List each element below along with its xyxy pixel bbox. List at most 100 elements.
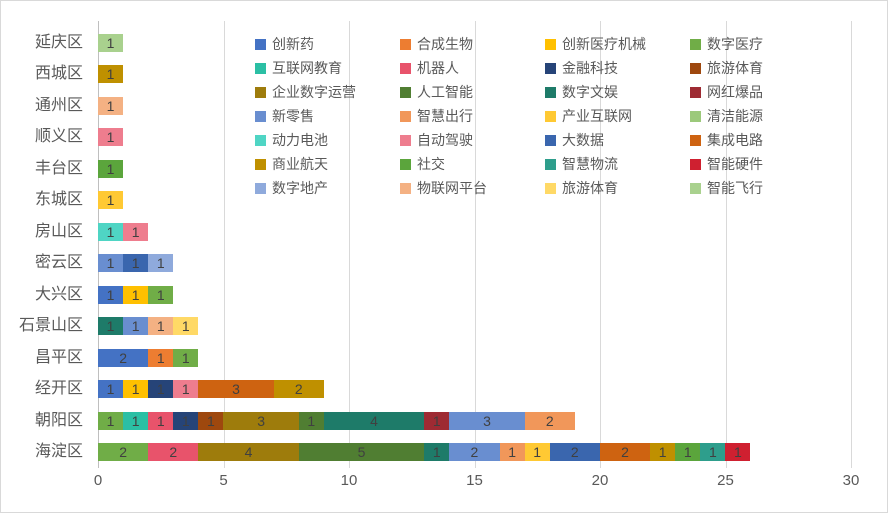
bar-segment: 1 (123, 317, 149, 336)
legend-swatch-icon (690, 38, 701, 50)
segment-value-label: 2 (621, 444, 629, 461)
legend-swatch-icon (400, 134, 411, 146)
district-label: 海淀区 (34, 443, 83, 461)
district-label: 西城区 (34, 65, 83, 83)
bar-segment: 3 (449, 411, 525, 430)
bar-segment: 2 (524, 411, 575, 430)
segment-value-label: 1 (131, 255, 140, 272)
legend-item: 社交 (400, 154, 545, 174)
legend-label: 物联网平台 (417, 180, 487, 196)
segment-value-label: 1 (106, 381, 115, 398)
bar-segment: 1 (148, 348, 174, 367)
legend-label: 新零售 (272, 108, 314, 124)
bar-segment: 4 (323, 411, 425, 430)
bar-segment: 1 (98, 285, 124, 304)
segment-value-label: 4 (370, 412, 378, 429)
legend-swatch-icon (400, 110, 411, 122)
legend-item: 新零售 (255, 106, 400, 126)
legend-label: 金融科技 (562, 60, 618, 76)
x-tick-label: 20 (591, 472, 609, 489)
segment-value-label: 1 (181, 381, 190, 398)
legend-label: 产业互联网 (562, 108, 632, 124)
legend-label: 动力电池 (272, 132, 328, 148)
bar-segment: 1 (198, 411, 224, 430)
category-axis-labels: 延庆区 西城区 通州区 顺义区 丰台区 东城区 房山区 密云区 大兴区 石景山区 昌平区 经开区 朝阳区… (1, 27, 91, 468)
legend-swatch-icon (545, 86, 556, 98)
gridline (600, 21, 601, 468)
segment-value-label: 4 (244, 444, 253, 461)
segment-value-label: 5 (357, 444, 366, 461)
legend-item: 网红爆品 (690, 82, 835, 102)
legend-swatch-icon (255, 110, 266, 122)
legend-swatch-icon (255, 182, 266, 194)
bar-row: 1 (98, 96, 851, 115)
legend-label: 创新药 (272, 36, 314, 52)
legend-item: 集成电路 (690, 130, 835, 150)
bar-row: 1 (98, 128, 851, 147)
bar-segment: 1 (98, 33, 124, 52)
bar-segment: 1 (98, 191, 124, 210)
segment-value-label: 1 (734, 444, 742, 461)
legend-swatch-icon (255, 62, 266, 74)
legend-item: 自动驾驶 (400, 130, 545, 150)
legend-swatch-icon (690, 86, 701, 98)
segment-value-label: 2 (545, 412, 554, 429)
bar-segment: 1 (173, 411, 199, 430)
bar-row: 1 (98, 191, 851, 210)
legend-label: 企业数字运营 (272, 84, 356, 100)
segment-value-label: 1 (181, 318, 190, 335)
district-label: 通州区 (34, 96, 83, 114)
legend-label: 网红爆品 (707, 84, 763, 100)
legend-label: 智慧出行 (417, 108, 473, 124)
legend-swatch-icon (690, 134, 701, 146)
segment-value-label: 1 (181, 349, 190, 366)
legend-item: 物联网平台 (400, 178, 545, 198)
segment-value-label: 1 (432, 412, 441, 429)
category-axis-line (98, 21, 99, 468)
legend-swatch-icon (400, 86, 411, 98)
legend-item: 数字医疗 (690, 34, 835, 54)
segment-value-label: 2 (294, 381, 303, 398)
gridline (725, 21, 727, 468)
bar-segment: 1 (148, 317, 174, 336)
segment-value-label: 1 (131, 223, 140, 240)
district-label: 东城区 (34, 191, 83, 209)
bar-segment: 1 (123, 254, 149, 273)
bar-segment: 2 (599, 443, 651, 462)
legend-item: 智慧出行 (400, 106, 545, 126)
bar-segment: 1 (123, 222, 149, 241)
bar-segment: 1 (650, 443, 676, 462)
legend-item: 智慧物流 (545, 154, 690, 174)
segment-value-label: 1 (106, 66, 115, 83)
segment-value-label: 1 (432, 444, 441, 461)
segment-value-label: 2 (570, 444, 579, 461)
bar-segment: 3 (198, 380, 274, 399)
district-label: 密云区 (34, 254, 83, 272)
segment-value-label: 1 (708, 444, 717, 461)
legend-swatch-icon (255, 38, 266, 50)
legend-swatch-icon (690, 182, 701, 194)
bar-row: 1 (98, 33, 851, 52)
segment-value-label: 1 (156, 412, 165, 429)
bar-segment: 1 (173, 348, 199, 367)
segment-value-label: 3 (257, 412, 266, 429)
legend-label: 自动驾驶 (417, 132, 473, 148)
segment-value-label: 1 (156, 286, 165, 303)
legend-swatch-icon (545, 134, 556, 146)
bar-segment: 1 (98, 159, 124, 178)
segment-value-label: 1 (106, 412, 115, 429)
segment-value-label: 2 (470, 444, 479, 461)
segment-value-label: 1 (131, 381, 140, 398)
legend-swatch-icon (545, 38, 556, 50)
legend-swatch-icon (690, 62, 701, 74)
legend-item: 智能飞行 (690, 178, 835, 198)
legend-item: 智能硬件 (690, 154, 835, 174)
gridline (349, 21, 350, 468)
legend-swatch-icon (255, 86, 266, 98)
